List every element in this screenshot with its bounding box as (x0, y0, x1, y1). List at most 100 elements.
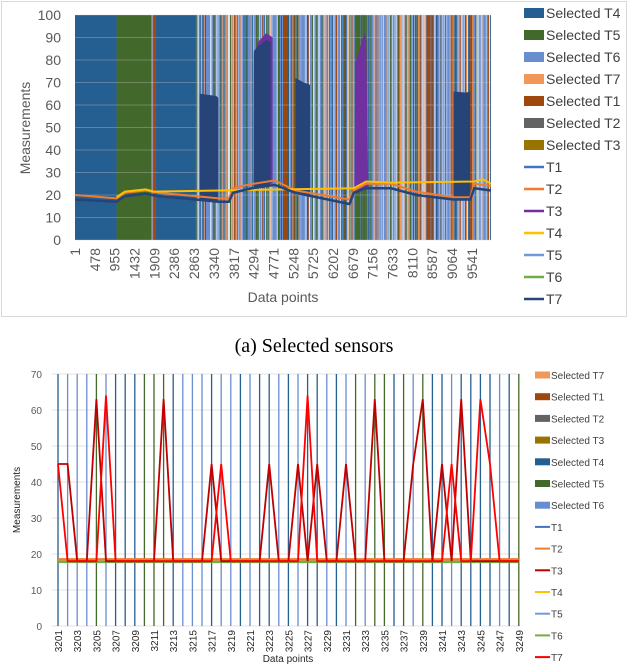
y-tick-label: 0 (36, 622, 42, 633)
selected-stripe (340, 15, 342, 240)
selected-stripe (377, 15, 380, 240)
selected-band (156, 15, 196, 240)
selected-stripe (346, 15, 348, 240)
spike-T7 (253, 39, 271, 189)
selected-stripe (276, 15, 278, 240)
selected-stripe (319, 15, 320, 240)
selected-stripe (392, 15, 393, 240)
selected-stripe (389, 15, 391, 240)
selected-stripe (341, 15, 343, 240)
selected-stripe (386, 15, 388, 240)
selected-stripe (324, 15, 326, 240)
selected-stripe (428, 15, 430, 240)
legend-swatch (535, 436, 550, 444)
selected-stripe (367, 15, 369, 240)
selected-stripe (376, 15, 379, 240)
legend-label: T4 (546, 225, 563, 241)
selected-stripe (473, 15, 475, 240)
selected-stripe (243, 15, 245, 240)
selected-stripe (248, 15, 250, 240)
y-tick-label: 50 (45, 120, 61, 136)
selected-stripe (440, 15, 441, 240)
selected-stripe (472, 15, 474, 240)
x-tick-label: 3233 (361, 630, 372, 653)
selected-stripe (378, 15, 381, 240)
selected-stripe (233, 15, 235, 240)
selected-stripe (412, 15, 415, 240)
selected-stripe (241, 15, 244, 240)
x-tick-label: 3225 (284, 630, 295, 653)
selected-stripe (411, 15, 413, 240)
legend-label: T6 (546, 269, 563, 285)
selected-stripe (417, 15, 419, 240)
legend-label: Selected T3 (551, 436, 605, 447)
selected-stripe (434, 15, 437, 240)
selected-stripe (250, 15, 253, 240)
x-tick-label: 3340 (206, 248, 222, 279)
x-tick-label: 3207 (112, 630, 123, 653)
selected-stripe (332, 15, 334, 240)
selected-stripe (226, 15, 228, 240)
selected-stripe (447, 15, 449, 240)
selected-stripe (446, 15, 448, 240)
x-axis-label: Data points (248, 289, 319, 305)
selected-stripe (410, 15, 413, 240)
x-tick-label: 3235 (380, 630, 391, 653)
selected-stripe (337, 15, 339, 240)
selected-stripe (484, 15, 487, 240)
legend-swatch (535, 501, 550, 509)
selected-stripe (222, 15, 224, 240)
selected-stripe (406, 15, 409, 240)
y-tick-label: 60 (31, 406, 43, 417)
selected-stripe (228, 15, 231, 240)
selected-stripe (240, 15, 242, 240)
selected-stripe (449, 15, 451, 240)
selected-stripe (316, 15, 318, 240)
x-tick-label: 3241 (438, 630, 449, 653)
legend-swatch (524, 52, 544, 62)
selected-stripe (416, 15, 417, 240)
x-tick-label: 3237 (400, 630, 411, 653)
selected-stripe (370, 15, 372, 240)
x-tick-label: 6679 (345, 248, 361, 279)
legend-label: Selected T2 (546, 115, 621, 131)
selected-stripe (441, 15, 442, 240)
selected-stripe (371, 15, 373, 240)
x-tick-label: 7633 (385, 248, 401, 279)
chart-a: 0 10 20 30 40 50 60 70 80 90 100 1 478 955 1432 1909 238… (17, 5, 621, 307)
selected-stripe (294, 15, 297, 240)
selected-stripe (225, 15, 228, 240)
series-T7 (74, 183, 492, 206)
selected-stripe (382, 15, 384, 240)
selected-stripe (485, 15, 488, 240)
selected-stripe (427, 15, 429, 240)
selected-stripe (343, 15, 345, 240)
selected-stripe (481, 15, 483, 240)
selected-stripe (368, 15, 370, 240)
y-tick-label: 70 (31, 370, 43, 381)
selected-stripe (339, 15, 341, 240)
y-tick-label: 90 (45, 30, 61, 46)
x-tick-label: 3229 (323, 630, 334, 653)
selected-stripe (448, 15, 450, 240)
selected-stripe (224, 15, 226, 240)
selected-stripe (289, 15, 290, 240)
selected-stripe (348, 15, 351, 240)
selected-stripe (394, 15, 395, 240)
selected-stripe (249, 15, 251, 240)
selected-band (116, 15, 152, 240)
selected-stripe (245, 15, 248, 240)
x-tick-label: 3249 (515, 630, 526, 653)
selected-stripe (317, 15, 318, 240)
selected-stripe (238, 15, 240, 240)
x-tick-label: 955 (107, 248, 123, 272)
selected-stripe (218, 15, 221, 240)
selected-stripe (399, 15, 401, 240)
spike-T7 (453, 91, 471, 200)
selected-stripe (314, 15, 315, 240)
x-tick-label: 9541 (464, 248, 480, 279)
selected-stripe (281, 15, 284, 240)
selected-stripe (220, 15, 222, 240)
selected-stripe (234, 15, 237, 240)
selected-stripe (325, 15, 328, 240)
